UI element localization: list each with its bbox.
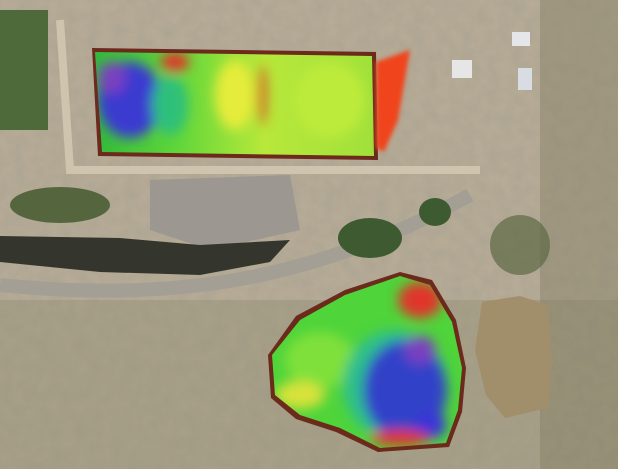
heat-low: [98, 62, 126, 94]
vegetation: [10, 187, 110, 223]
gravel-pile: [150, 175, 300, 250]
heat-high: [161, 52, 189, 72]
heat-high: [398, 282, 442, 318]
vegetation: [419, 198, 451, 226]
heat-high: [258, 65, 266, 125]
building: [512, 32, 530, 46]
road: [56, 19, 480, 174]
heat-low: [404, 336, 436, 364]
heatmap-top: [95, 52, 374, 156]
trees: [540, 0, 618, 469]
heat-mid: [275, 381, 325, 409]
heat-slope: [376, 50, 410, 152]
crop-field: [0, 10, 48, 130]
heat-mid: [215, 60, 255, 130]
heat-low: [414, 411, 446, 439]
heat-mid: [285, 332, 355, 388]
heat-high: [370, 430, 430, 446]
heat-mid: [295, 62, 365, 138]
building: [518, 68, 532, 90]
vegetation: [490, 215, 550, 275]
pond: [475, 296, 552, 418]
haul-road: [0, 188, 474, 298]
heat-mid: [152, 75, 188, 135]
vegetation: [338, 218, 402, 258]
pond: [0, 236, 290, 275]
building: [452, 60, 472, 78]
